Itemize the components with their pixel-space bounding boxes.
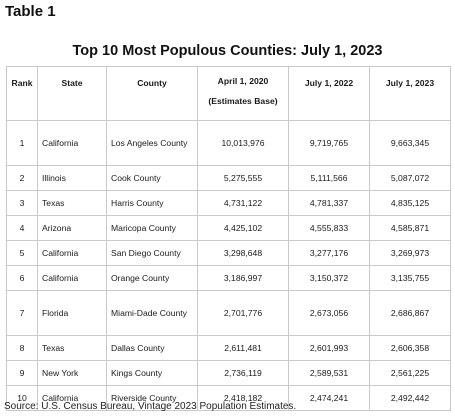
cell-july-2022: 2,474,241 (288, 385, 370, 411)
col-header-state: State (37, 66, 107, 121)
col-header-april-2020: April 1, 2020 (Estimates Base) (197, 66, 289, 121)
cell-july-2023: 3,135,755 (369, 265, 451, 291)
table-title: Top 10 Most Populous Counties: July 1, 2… (72, 43, 383, 59)
table-row: 1 California Los Angeles County 10,013,9… (6, 120, 451, 166)
cell-april-2020: 3,186,997 (197, 265, 289, 291)
cell-july-2022: 2,589,531 (288, 360, 370, 386)
cell-april-2020: 2,736,119 (197, 360, 289, 386)
cell-rank: 5 (6, 240, 38, 266)
cell-county: Cook County (106, 165, 198, 191)
cell-april-2020: 10,013,976 (197, 120, 289, 166)
cell-rank: 4 (6, 215, 38, 241)
cell-state: California (37, 240, 107, 266)
cell-rank: 9 (6, 360, 38, 386)
cell-july-2022: 4,555,833 (288, 215, 370, 241)
cell-rank: 6 (6, 265, 38, 291)
table-row: 7 Florida Miami-Dade County 2,701,776 2,… (6, 290, 451, 336)
cell-july-2023: 2,686,867 (369, 290, 451, 336)
cell-rank: 2 (6, 165, 38, 191)
table-row: 8 Texas Dallas County 2,611,481 2,601,99… (6, 335, 451, 361)
cell-county: Maricopa County (106, 215, 198, 241)
table-row: 3 Texas Harris County 4,731,122 4,781,33… (6, 190, 451, 216)
cell-state: California (37, 120, 107, 166)
col-header-april-2020-line2: (Estimates Base) (208, 96, 278, 106)
table-row: 6 California Orange County 3,186,997 3,1… (6, 265, 451, 291)
cell-county: San Diego County (106, 240, 198, 266)
cell-state: New York (37, 360, 107, 386)
cell-state: Texas (37, 190, 107, 216)
cell-july-2023: 2,606,358 (369, 335, 451, 361)
cell-july-2022: 2,673,056 (288, 290, 370, 336)
cell-county: Los Angeles County (106, 120, 198, 166)
col-header-april-2020-line1: April 1, 2020 (217, 76, 269, 86)
cell-county: Riverside County (106, 385, 198, 411)
cell-county: Orange County (106, 265, 198, 291)
cell-april-2020: 5,275,555 (197, 165, 289, 191)
cell-county: Kings County (106, 360, 198, 386)
cell-rank: 8 (6, 335, 38, 361)
cell-july-2022: 5,111,566 (288, 165, 370, 191)
cell-april-2020: 2,701,776 (197, 290, 289, 336)
cell-july-2023: 3,269,973 (369, 240, 451, 266)
cell-state: Florida (37, 290, 107, 336)
col-header-july-2023: July 1, 2023 (369, 66, 451, 121)
cell-july-2023: 5,087,072 (369, 165, 451, 191)
cell-rank: 10 (6, 385, 38, 411)
cell-state: Illinois (37, 165, 107, 191)
table-row: 4 Arizona Maricopa County 4,425,102 4,55… (6, 215, 451, 241)
cell-rank: 3 (6, 190, 38, 216)
cell-april-2020: 2,611,481 (197, 335, 289, 361)
cell-april-2020: 4,425,102 (197, 215, 289, 241)
cell-rank: 7 (6, 290, 38, 336)
cell-county: Dallas County (106, 335, 198, 361)
cell-july-2022: 3,277,176 (288, 240, 370, 266)
cell-april-2020: 4,731,122 (197, 190, 289, 216)
table-row: 5 California San Diego County 3,298,648 … (6, 240, 451, 266)
table-row: 10 California Riverside County 2,418,182… (6, 385, 451, 411)
cell-april-2020: 2,418,182 (197, 385, 289, 411)
table-label: Table 1 (5, 3, 56, 20)
cell-state: Arizona (37, 215, 107, 241)
cell-state: California (37, 265, 107, 291)
cell-state: Texas (37, 335, 107, 361)
cell-july-2023: 9,663,345 (369, 120, 451, 166)
cell-county: Miami-Dade County (106, 290, 198, 336)
cell-july-2023: 2,561,225 (369, 360, 451, 386)
cell-rank: 1 (6, 120, 38, 166)
cell-july-2023: 2,492,442 (369, 385, 451, 411)
col-header-rank: Rank (6, 66, 38, 121)
cell-july-2022: 2,601,993 (288, 335, 370, 361)
cell-july-2022: 9,719,765 (288, 120, 370, 166)
table-row: 9 New York Kings County 2,736,119 2,589,… (6, 360, 451, 386)
table-row: 2 Illinois Cook County 5,275,555 5,111,5… (6, 165, 451, 191)
cell-july-2023: 4,585,871 (369, 215, 451, 241)
col-header-july-2022: July 1, 2022 (288, 66, 370, 121)
cell-july-2023: 4,835,125 (369, 190, 451, 216)
cell-county: Harris County (106, 190, 198, 216)
source-note: Source: U.S. Census Bureau, Vintage 2023… (4, 401, 297, 412)
cell-july-2022: 3,150,372 (288, 265, 370, 291)
cell-july-2022: 4,781,337 (288, 190, 370, 216)
col-header-county: County (106, 66, 198, 121)
table-header-row: Rank State County April 1, 2020 (Estimat… (6, 66, 451, 121)
population-table: Rank State County April 1, 2020 (Estimat… (6, 66, 451, 411)
cell-april-2020: 3,298,648 (197, 240, 289, 266)
